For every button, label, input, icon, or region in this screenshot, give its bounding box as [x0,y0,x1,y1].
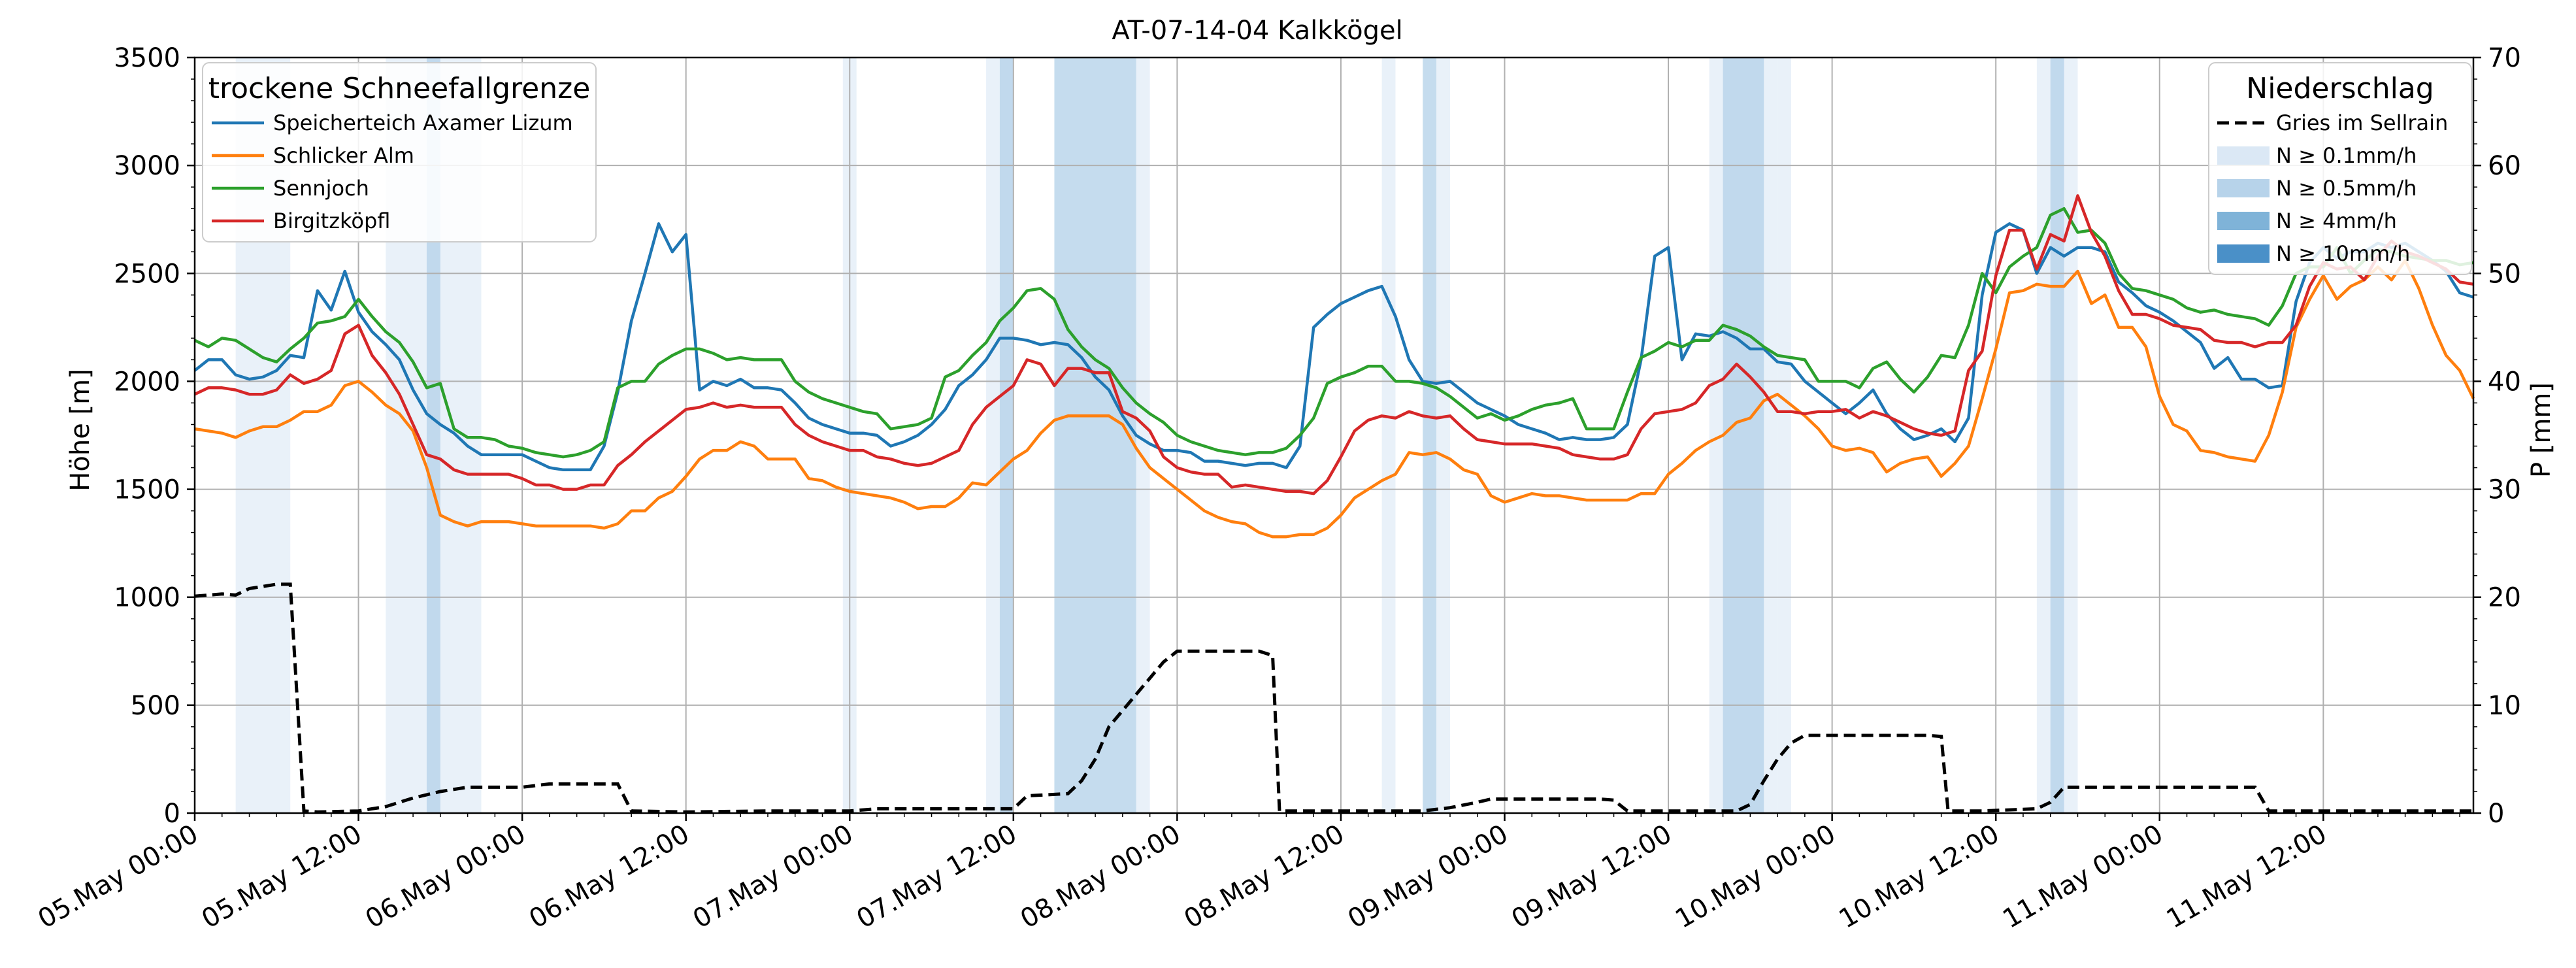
plot-frame [193,56,2475,814]
plot-frame-rect [193,56,2475,814]
legend-precipitation: Niederschlag Gries im Sellrain N ≥ 0.1mm… [2208,62,2472,275]
legend-precip-line-label: Gries im Sellrain [2276,110,2448,135]
precip-band-7 [1136,58,1150,813]
x-tick-label-11: 10.May 12:00 [1834,819,2005,935]
legend-precip-swatch-0 [2217,146,2270,165]
legend-precip-swatch-1 [2217,179,2270,197]
y-tick-label-right-2: 20 [2488,583,2521,613]
x-tick-label-6: 08.May 00:00 [1016,819,1186,935]
y-tick-label-right-1: 10 [2488,691,2521,721]
legend-snow-label-2: Sennjoch [273,176,369,201]
precip-band-8 [1381,58,1396,813]
x-tick-label-1: 05.May 12:00 [197,819,367,935]
series-line-2 [194,207,2474,459]
y-tick-label-right-3: 30 [2488,475,2521,505]
y-axis-title-left: Höhe [m] [65,369,95,491]
legend-snow-title: trockene Schneefallgrenze [208,72,591,105]
precip-band-2 [426,58,440,813]
chart-title: AT-07-14-04 Kalkkögel [1112,16,1402,46]
x-tick-label-7: 08.May 12:00 [1179,819,1349,935]
x-tick-label-10: 10.May 00:00 [1670,819,1841,935]
y-tick-label-right-0: 0 [2488,799,2504,829]
y-tick-label-left-5: 2500 [114,259,180,289]
precip-band-12 [1723,58,1764,813]
y-tick-label-left-0: 0 [164,799,180,829]
y-tick-label-left-3: 1500 [114,475,180,505]
x-tick-label-8: 09.May 00:00 [1343,819,1513,935]
series-lines [193,194,2475,814]
y-tick-label-right-6: 60 [2488,151,2521,181]
x-tick-label-3: 06.May 12:00 [524,819,695,935]
y-tick-label-left-1: 500 [131,691,180,721]
y-axis-title-right: P [mm] [2526,382,2556,478]
x-tick-label-2: 06.May 00:00 [361,819,531,935]
y-tick-label-left-2: 1000 [114,583,180,613]
legend-precip-label-3: N ≥ 10mm/h [2276,241,2410,266]
legend-precip-label-1: N ≥ 0.5mm/h [2276,176,2417,201]
legend-precip-label-2: N ≥ 4mm/h [2276,209,2397,233]
legend-precip-swatch-3 [2217,244,2270,263]
legend-snow-label-0: Speicherteich Axamer Lizum [273,110,573,135]
legend-precip-title: Niederschlag [2246,72,2434,105]
precip-band-15 [2050,58,2064,813]
y-tick-label-left-6: 3000 [114,151,180,181]
x-tick-label-4: 07.May 00:00 [688,819,859,935]
precip-band-9 [1423,58,1437,813]
series-line-3 [194,194,2474,495]
x-tick-label-13: 11.May 12:00 [2162,819,2332,935]
x-tick-label-0: 05.May 00:00 [33,819,203,935]
legend-snow-line: trockene Schneefallgrenze Speicherteich … [202,62,597,242]
precip-line [194,582,2473,814]
y-tick-label-right-4: 40 [2488,367,2521,397]
x-tick-label-9: 09.May 12:00 [1507,819,1677,935]
series-line-0 [193,222,2474,472]
x-tick-label-12: 11.May 00:00 [1998,819,2168,935]
legend-snow-label-1: Schlicker Alm [273,143,414,168]
series-line-1 [194,259,2475,539]
x-tick-label-5: 07.May 12:00 [851,819,1022,935]
precip-band-6 [1054,58,1136,813]
precip-band-13 [1777,58,1791,813]
legend-precip-label-0: N ≥ 0.1mm/h [2276,143,2417,168]
y-tick-label-right-5: 50 [2488,259,2521,289]
y-tick-label-right-7: 70 [2488,43,2521,73]
y-tick-label-left-4: 2000 [114,367,180,397]
legend-snow-label-3: Birgitzköpfl [273,209,390,233]
y-tick-label-left-7: 3500 [114,43,180,73]
precip-band-10 [1436,58,1450,813]
legend-precip-swatch-2 [2217,212,2270,230]
precip-band-5 [999,58,1014,813]
